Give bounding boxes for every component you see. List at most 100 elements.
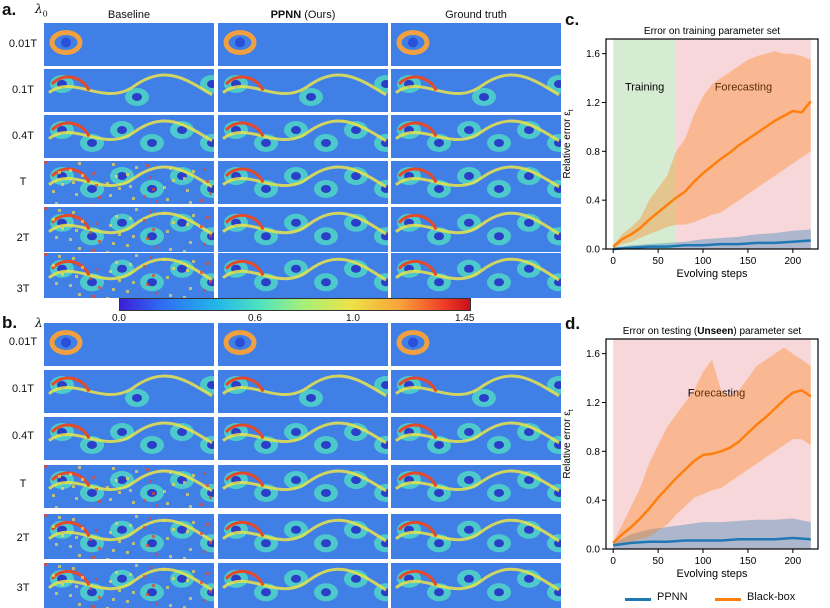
row-label-b-2: 0.1T bbox=[11, 383, 34, 395]
row-label-a-3: 0.4T bbox=[11, 130, 34, 142]
colorbar-tick-3: 1.45 bbox=[455, 313, 475, 324]
row-label-a-1: 0.01T bbox=[8, 38, 38, 50]
y-tick-label: 1.6 bbox=[586, 49, 600, 60]
flow-field-b-truth-2 bbox=[391, 370, 561, 413]
flow-field-a-ppnn-6 bbox=[218, 253, 388, 298]
flow-field-a-baseline-2 bbox=[44, 69, 214, 112]
plot-frame bbox=[605, 338, 819, 550]
panel-a-lambda: λ0 bbox=[35, 2, 48, 18]
flow-field-b-truth-1 bbox=[391, 323, 561, 366]
flow-field-b-truth-5 bbox=[391, 514, 561, 559]
column-header-baseline: Baseline bbox=[107, 9, 151, 21]
flow-field-b-truth-6 bbox=[391, 563, 561, 608]
plot-frame bbox=[605, 38, 819, 250]
series-line-black-box bbox=[612, 388, 812, 544]
region-label-forecasting: Forecasting bbox=[715, 81, 772, 93]
x-tick-label: 0 bbox=[610, 556, 616, 567]
flow-field-b-baseline-4 bbox=[44, 465, 214, 508]
y-tick-label: 1.2 bbox=[586, 398, 600, 409]
y-tick-label: 0.8 bbox=[586, 147, 600, 158]
flow-field-a-truth-5 bbox=[391, 207, 561, 252]
flow-field-a-ppnn-5 bbox=[218, 207, 388, 252]
x-axis-label: Evolving steps bbox=[677, 268, 748, 280]
flow-field-a-baseline-5 bbox=[44, 207, 214, 252]
flow-field-a-ppnn-3 bbox=[218, 115, 388, 158]
region-label-forecasting: Forecasting bbox=[688, 387, 745, 399]
lambda-symbol: λ bbox=[35, 2, 43, 16]
chart-training-error: Error on training parameter set Training F… bbox=[562, 26, 819, 280]
flow-field-a-truth-6 bbox=[391, 253, 561, 298]
x-tick-label: 50 bbox=[653, 556, 665, 567]
flow-field-a-truth-4 bbox=[391, 161, 561, 204]
region-label-training: Training bbox=[625, 81, 664, 93]
x-tick-label: 50 bbox=[653, 256, 665, 267]
flow-field-b-ppnn-3 bbox=[218, 417, 388, 460]
y-tick-label: 0.8 bbox=[586, 447, 600, 458]
region-forecasting bbox=[676, 39, 811, 249]
y-axis-label: Relative error εt bbox=[562, 109, 575, 178]
flow-field-b-ppnn-1 bbox=[218, 323, 388, 366]
legend: PPNN Black-box bbox=[625, 590, 825, 606]
band-black-box bbox=[613, 347, 811, 547]
flow-field-a-ppnn-4 bbox=[218, 161, 388, 204]
series-line-black-box bbox=[612, 100, 812, 248]
flow-field-b-ppnn-6 bbox=[218, 563, 388, 608]
flow-field-a-truth-1 bbox=[391, 23, 561, 66]
flow-field-a-baseline-6 bbox=[44, 253, 214, 298]
flow-field-b-baseline-2 bbox=[44, 370, 214, 413]
panel-b-letter: b. bbox=[2, 313, 18, 332]
flow-field-b-baseline-3 bbox=[44, 417, 214, 460]
y-tick-label: 0.0 bbox=[586, 245, 600, 256]
x-tick-label: 200 bbox=[785, 556, 802, 567]
row-label-b-6: 3T bbox=[16, 582, 30, 594]
region-training bbox=[613, 39, 677, 249]
flow-field-b-ppnn-5 bbox=[218, 514, 388, 559]
row-label-a-2: 0.1T bbox=[11, 84, 34, 96]
flow-field-a-truth-2 bbox=[391, 69, 561, 112]
flow-field-a-ppnn-1 bbox=[218, 23, 388, 66]
x-tick-label: 150 bbox=[740, 556, 757, 567]
flow-field-a-baseline-4 bbox=[44, 161, 214, 204]
flow-field-b-ppnn-4 bbox=[218, 465, 388, 508]
row-label-b-4: T bbox=[19, 478, 27, 490]
panel-d-letter: d. bbox=[565, 314, 581, 333]
flow-field-b-truth-3 bbox=[391, 417, 561, 460]
flow-field-b-baseline-6 bbox=[44, 563, 214, 608]
colorbar-tick-0: 0.0 bbox=[112, 313, 126, 324]
panel-c-letter: c. bbox=[565, 10, 580, 29]
column-header-ppnn: PPNN (Ours) bbox=[218, 9, 388, 21]
lambda-symbol: λ bbox=[35, 316, 43, 330]
colorbar bbox=[119, 298, 471, 311]
y-tick-label: 1.6 bbox=[586, 349, 600, 360]
row-label-a-4: T bbox=[19, 176, 27, 188]
lambda-subscript: 0 bbox=[42, 9, 48, 19]
flow-field-b-baseline-5 bbox=[44, 514, 214, 559]
legend-label-ppnn: PPNN bbox=[657, 591, 688, 603]
row-label-b-5: 2T bbox=[16, 532, 30, 544]
x-tick-label: 100 bbox=[695, 256, 712, 267]
flow-field-a-ppnn-2 bbox=[218, 69, 388, 112]
legend-swatch-blackbox bbox=[715, 598, 741, 601]
legend-label-blackbox: Black-box bbox=[747, 591, 796, 603]
chart-title: Error on testing (Unseen) parameter set bbox=[623, 326, 802, 337]
legend-swatch-ppnn bbox=[625, 598, 651, 601]
chart-title: Error on training parameter set bbox=[644, 26, 780, 37]
x-tick-label: 100 bbox=[695, 556, 712, 567]
x-tick-label: 0 bbox=[610, 256, 616, 267]
chart-testing-error: Error on testing (Unseen) parameter set F… bbox=[562, 326, 819, 580]
row-label-b-1: 0.01T bbox=[8, 336, 38, 348]
y-tick-label: 1.2 bbox=[586, 98, 600, 109]
panel-a-letter: a. bbox=[2, 0, 17, 19]
ppnn-bold-label: PPNN bbox=[270, 9, 302, 21]
flow-field-a-truth-3 bbox=[391, 115, 561, 158]
series-line-ppnn bbox=[613, 239, 811, 251]
x-tick-label: 200 bbox=[785, 256, 802, 267]
row-label-b-3: 0.4T bbox=[11, 430, 34, 442]
region-forecasting bbox=[613, 339, 811, 549]
ppnn-rest-label: (Ours) bbox=[301, 9, 336, 21]
series-line-ppnn bbox=[613, 536, 811, 547]
colorbar-tick-2: 1.0 bbox=[346, 313, 360, 324]
x-axis-label: Evolving steps bbox=[677, 568, 748, 580]
band-black-box bbox=[613, 51, 811, 250]
flow-field-a-baseline-3 bbox=[44, 115, 214, 158]
